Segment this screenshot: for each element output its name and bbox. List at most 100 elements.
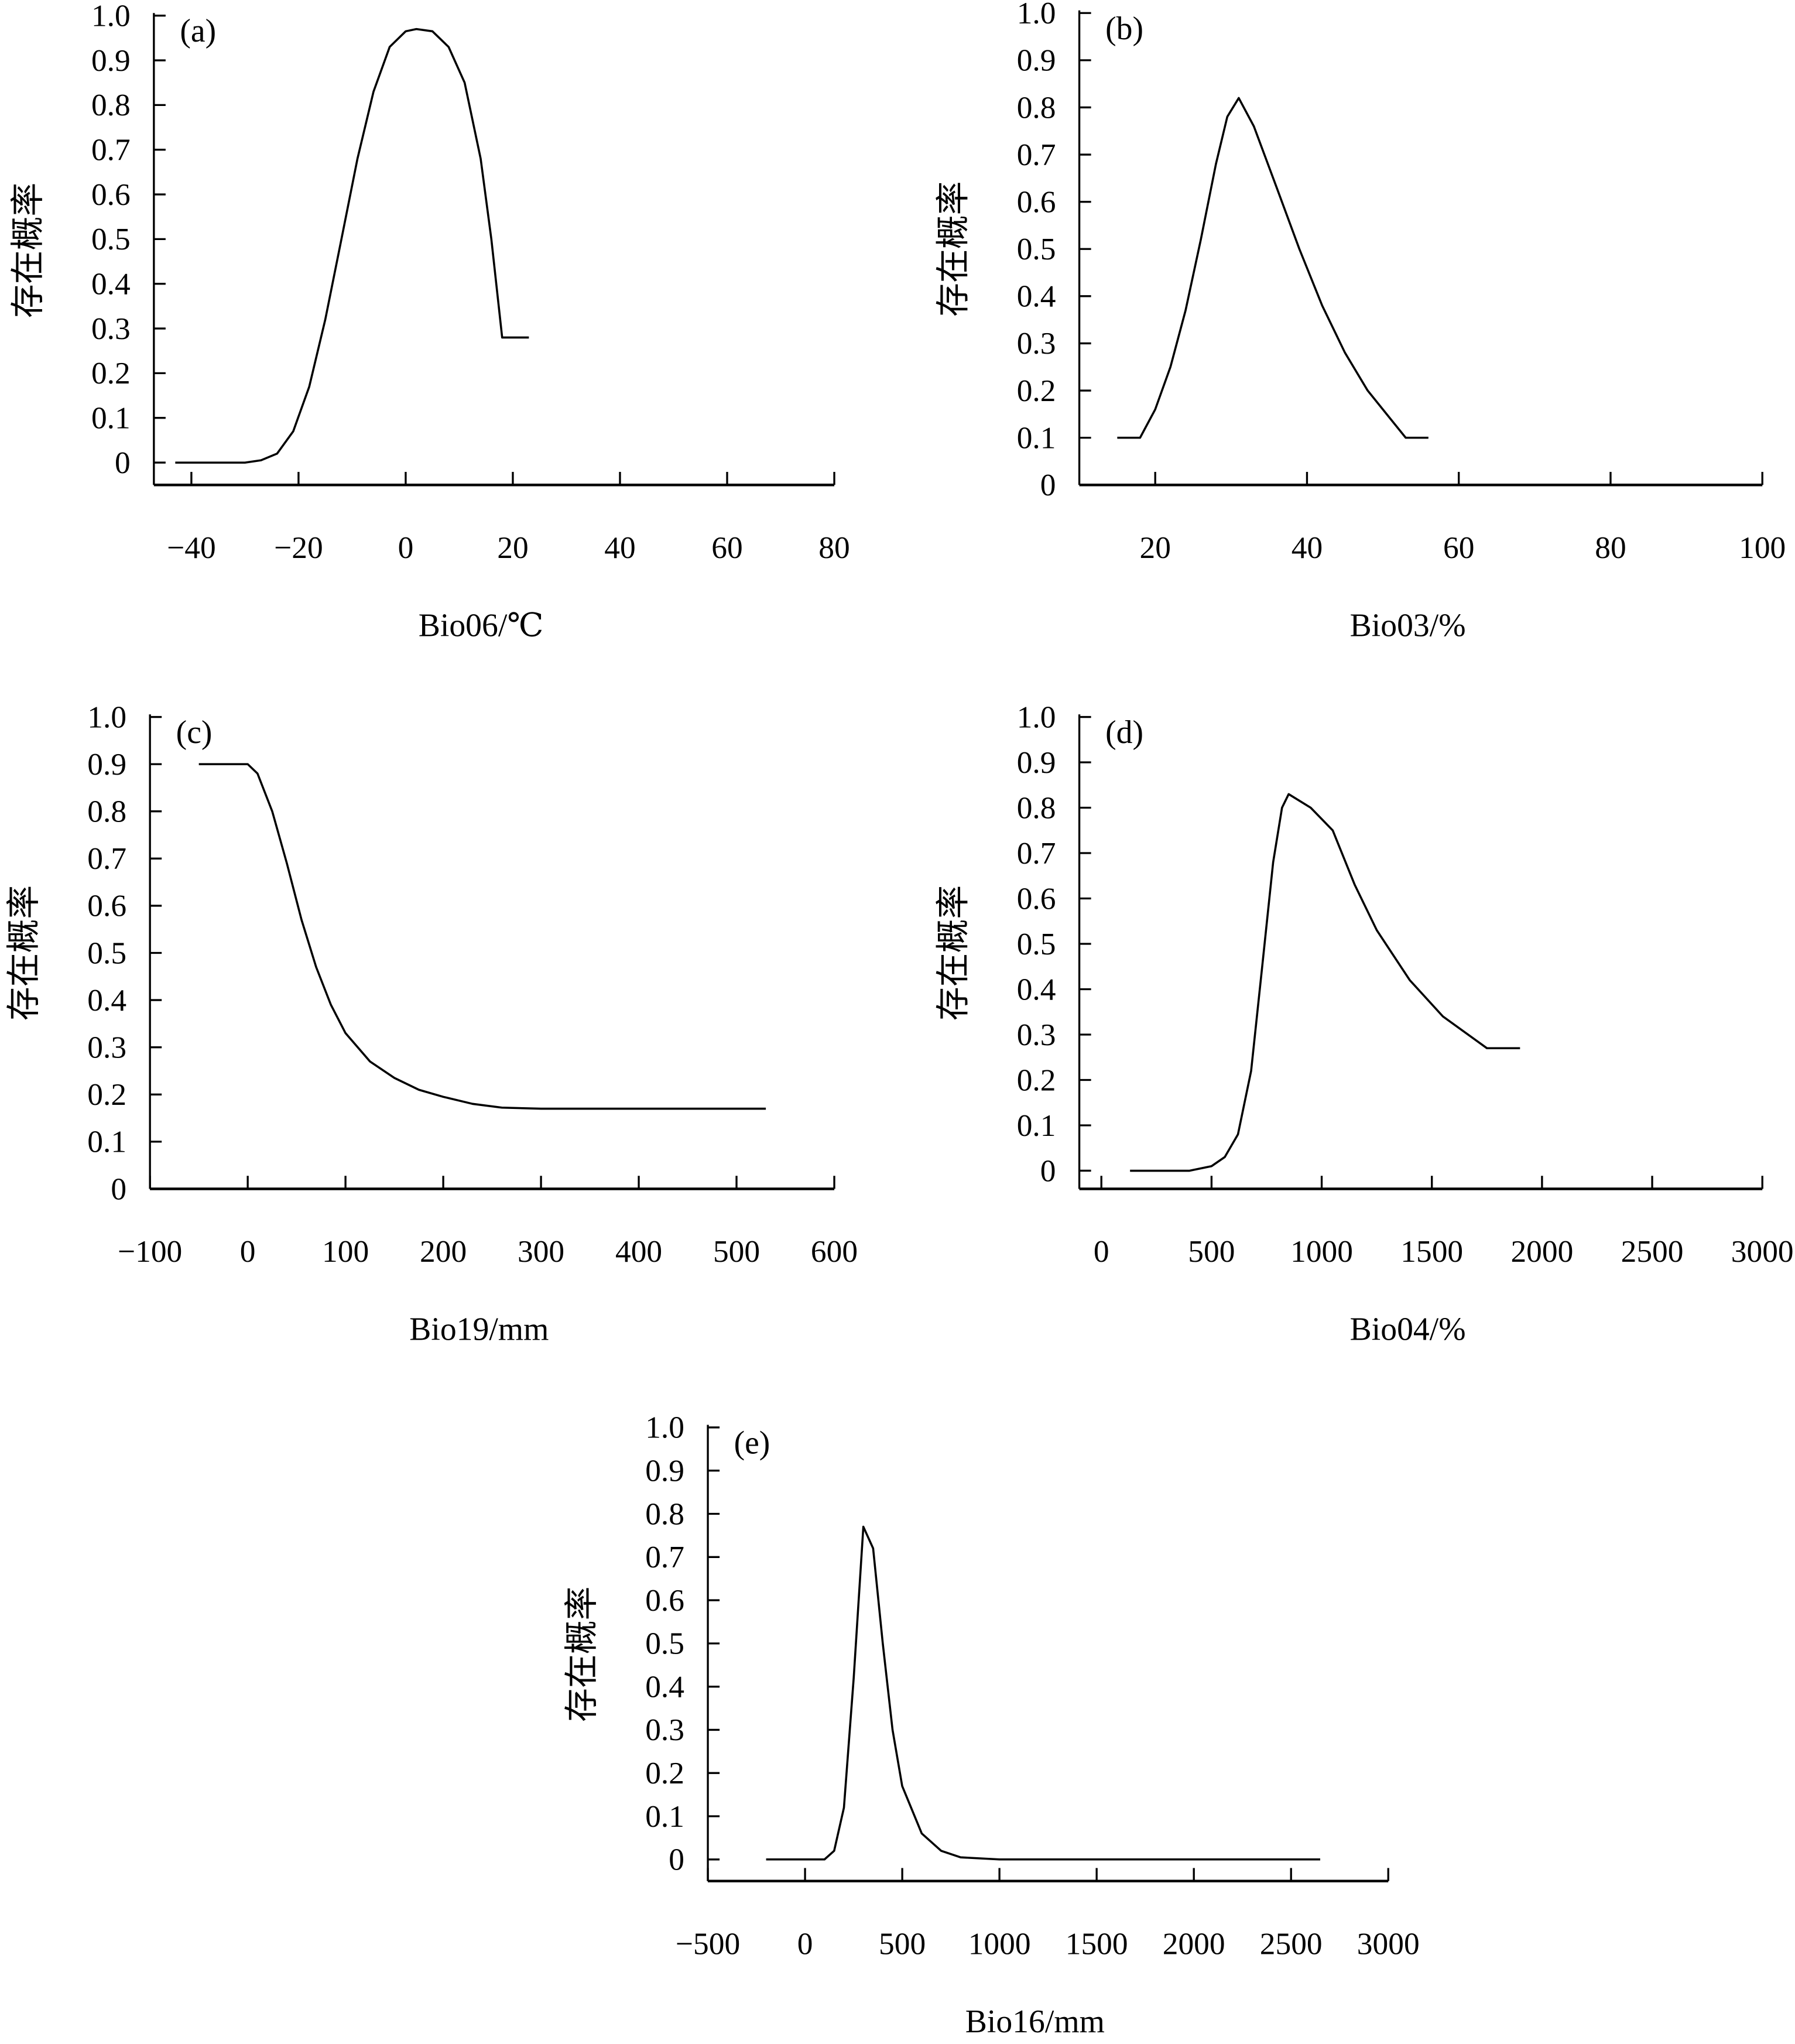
x-tick-label: 0 [240,1234,256,1269]
y-tick-label: 0.5 [87,935,126,970]
panel-e: 0 0.1 0.2 0.3 0.4 0.5 0.6 0.7 0.8 0.9 1.0 −500 0 500 1… [561,1410,1420,2040]
y-tick-label: 0.3 [1017,326,1056,361]
x-tick-label: 20 [497,530,528,565]
y-tick-label: 0.7 [91,132,131,167]
x-tick-label: 300 [518,1234,564,1269]
y-tick-label: 0.7 [1017,836,1056,871]
x-tick-label: 1500 [1066,1926,1128,1961]
x-tick-label: 500 [1188,1234,1235,1269]
x-tick-label: 200 [420,1234,467,1269]
x-tick-label: 40 [604,530,635,565]
y-tick-label: 0 [1040,1153,1056,1188]
y-axis-title: 存在概率 [561,1587,601,1723]
y-tick-label: 0.9 [1017,745,1056,780]
y-tick-label: 0.5 [1017,231,1056,266]
panel-c: 0 0.1 0.2 0.3 0.4 0.5 0.6 0.7 0.8 0.9 1.0 −100 0 100 2… [4,699,858,1347]
y-tick-label: 0 [115,445,131,480]
x-tick-label: −500 [676,1926,740,1961]
x-tick-label: −40 [167,530,216,565]
y-tick-label: 0.5 [645,1626,684,1661]
y-tick-label: 0.1 [645,1799,684,1834]
y-tick-label: 0.2 [645,1755,684,1790]
y-axis-title: 存在概率 [8,183,47,318]
y-tick-label: 0.9 [1017,43,1056,78]
x-tick-label: 0 [1094,1234,1109,1269]
x-axis-title: Bio16/mm [965,2004,1105,2040]
y-tick-label: 0.3 [1017,1017,1056,1052]
response-curve [1130,793,1520,1172]
y-tick-label: 0.2 [87,1077,126,1112]
response-curve [1117,97,1429,439]
x-tick-label: 1500 [1400,1234,1463,1269]
y-tick-label: 0.4 [1017,279,1056,314]
y-tick-label: 0.1 [1017,1108,1056,1143]
panel-label: (d) [1105,714,1143,751]
x-tick-label: 2000 [1510,1234,1573,1269]
x-axis-title: Bio19/mm [409,1312,549,1348]
y-tick-label: 0.3 [87,1030,126,1065]
x-tick-label: 100 [1739,530,1786,565]
y-tick-label: 0 [669,1842,684,1877]
y-tick-label: 0.1 [91,400,131,436]
response-curve [198,763,766,1110]
x-tick-label: 2500 [1621,1234,1684,1269]
y-tick-label: 0.2 [91,355,131,391]
x-tick-label: 3000 [1357,1926,1420,1961]
y-tick-label: 0.7 [645,1539,684,1574]
y-tick-label: 0.9 [87,747,126,782]
x-tick-label: 1000 [968,1926,1031,1961]
y-tick-label: 1.0 [1017,0,1056,30]
x-tick-label: 0 [797,1926,813,1961]
y-tick-label: 0.9 [645,1453,684,1488]
x-tick-label: 600 [811,1234,858,1269]
y-axis-title: 存在概率 [933,885,973,1021]
y-tick-label: 0.6 [1017,881,1056,916]
response-curve [175,28,529,464]
y-tick-label: 1.0 [91,0,131,33]
y-tick-label: 0.8 [91,87,131,122]
x-tick-label: 100 [322,1234,369,1269]
y-tick-label: 0.4 [1017,971,1056,1006]
panel-a: 0 0.1 0.2 0.3 0.4 0.5 0.6 0.7 0.8 0.9 1.0 −40 −20 0 20… [8,0,850,643]
y-tick-label: 0.1 [87,1124,126,1159]
y-tick-label: 0.4 [87,982,126,1018]
y-tick-label: 0.8 [87,794,126,829]
x-tick-label: 40 [1292,530,1323,565]
y-tick-label: 0.6 [645,1583,684,1618]
response-curve [766,1525,1321,1861]
y-tick-label: 0.2 [1017,1062,1056,1097]
y-tick-label: 0.1 [1017,420,1056,455]
panel-d: 0 0.1 0.2 0.3 0.4 0.5 0.6 0.7 0.8 0.9 1.0 0 500 1000 1… [933,699,1794,1347]
y-tick-label: 0.8 [1017,90,1056,125]
panel-b: 0 0.1 0.2 0.3 0.4 0.5 0.6 0.7 0.8 0.9 1.0 20 40 60 80 1… [933,0,1786,643]
y-axis-title: 存在概率 [933,181,973,317]
panel-label: (e) [734,1425,770,1461]
x-tick-label: −100 [118,1234,182,1269]
y-tick-label: 0.3 [91,311,131,346]
x-tick-label: 3000 [1731,1234,1794,1269]
y-tick-label: 0.9 [91,43,131,78]
y-tick-label: 0.5 [91,221,131,256]
y-tick-label: 0.6 [91,177,131,212]
x-axis-title: Bio06/℃ [419,607,544,643]
y-tick-label: 0.3 [645,1712,684,1747]
y-tick-label: 0.8 [1017,790,1056,825]
x-tick-label: 2000 [1163,1926,1225,1961]
y-tick-label: 1.0 [87,699,126,734]
y-tick-label: 0.4 [645,1669,684,1704]
panel-label: (c) [176,714,213,751]
x-tick-label: 60 [711,530,742,565]
x-tick-label: 500 [713,1234,760,1269]
y-axis-title: 存在概率 [4,885,43,1021]
y-tick-label: 0.2 [1017,373,1056,408]
panel-label: (a) [180,13,216,49]
x-tick-label: 1000 [1290,1234,1353,1269]
x-tick-label: 60 [1443,530,1474,565]
y-tick-label: 0.7 [1017,137,1056,172]
y-tick-label: 0 [1040,467,1056,502]
y-tick-label: 1.0 [645,1410,684,1445]
x-tick-label: 2500 [1260,1926,1323,1961]
y-tick-label: 0.8 [645,1496,684,1531]
x-tick-label: −20 [274,530,323,565]
